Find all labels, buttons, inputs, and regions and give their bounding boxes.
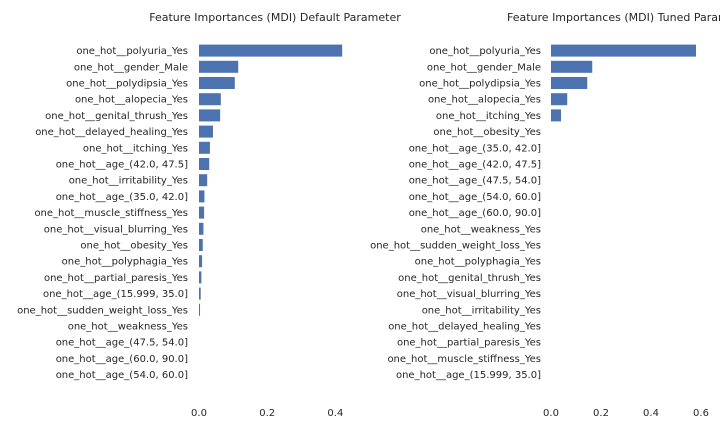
bar xyxy=(199,109,221,122)
bar xyxy=(199,158,210,170)
y-tick-label: one_hot__weakness_Yes xyxy=(421,224,541,235)
y-tick-label: one_hot__muscle_stiffness_Yes xyxy=(34,208,188,219)
y-tick-label: one_hot__age_(60.0, 90.0] xyxy=(56,354,188,365)
bar xyxy=(199,93,221,106)
x-tick-label: 0.0 xyxy=(543,408,559,419)
bar xyxy=(551,44,696,57)
bar xyxy=(551,93,568,106)
y-tick-label: one_hot__polydipsia_Yes xyxy=(419,79,541,90)
bar xyxy=(199,125,213,138)
y-tick-label: one_hot__polyuria_Yes xyxy=(429,46,541,57)
bar xyxy=(199,141,210,154)
y-tick-label: one_hot__visual_blurring_Yes xyxy=(397,289,541,300)
x-tick-label: 0.0 xyxy=(191,408,207,419)
bar xyxy=(199,255,203,268)
bar xyxy=(199,287,201,300)
y-tick-label: one_hot__genital_thrush_Yes xyxy=(398,273,541,284)
chart-title-default: Feature Importances (MDI) Default Parame… xyxy=(149,11,401,24)
bar xyxy=(199,303,201,316)
y-tick-label: one_hot__age_(15.999, 35.0] xyxy=(43,289,188,300)
bar xyxy=(199,190,205,203)
y-tick-label: one_hot__delayed_healing_Yes xyxy=(35,127,188,138)
x-tick-label: 0.6 xyxy=(693,408,709,419)
y-tick-label: one_hot__polyuria_Yes xyxy=(76,46,188,57)
y-tick-label: one_hot__weakness_Yes xyxy=(68,322,188,333)
bar xyxy=(199,44,343,57)
y-tick-label: one_hot__gender_Male xyxy=(427,62,541,73)
bar xyxy=(199,206,205,219)
y-tick-label: one_hot__alopecia_Yes xyxy=(75,95,188,106)
y-tick-label: one_hot__itching_Yes xyxy=(436,111,541,122)
y-tick-label: one_hot__age_(60.0, 90.0] xyxy=(409,208,541,219)
y-tick-label: one_hot__genital_thrush_Yes xyxy=(45,111,188,122)
y-tick-label: one_hot__delayed_healing_Yes xyxy=(388,322,541,333)
y-tick-label: one_hot__partial_paresis_Yes xyxy=(397,338,541,349)
bar xyxy=(551,60,593,73)
y-tick-label: one_hot__age_(54.0, 60.0] xyxy=(409,192,541,203)
x-tick-label: 0.2 xyxy=(593,408,609,419)
chart-panel-default: Feature Importances (MDI) Default Parame… xyxy=(17,11,401,419)
y-tick-label: one_hot__irritability_Yes xyxy=(69,176,188,187)
y-tick-label: one_hot__age_(42.0, 47.5] xyxy=(56,160,188,171)
x-tick-label: 0.2 xyxy=(259,408,275,419)
y-tick-label: one_hot__visual_blurring_Yes xyxy=(44,224,188,235)
y-tick-label: one_hot__gender_Male xyxy=(74,62,188,73)
y-tick-label: one_hot__muscle_stiffness_Yes xyxy=(387,354,541,365)
bar xyxy=(199,60,239,73)
bar xyxy=(551,77,588,89)
y-tick-label: one_hot__age_(15.999, 35.0] xyxy=(396,370,541,381)
bar xyxy=(199,271,202,284)
y-tick-label: one_hot__age_(35.0, 42.0] xyxy=(409,143,541,154)
y-tick-label: one_hot__age_(47.5, 54.0] xyxy=(56,338,188,349)
chart-title-tuned: Feature Importances (MDI) Tuned Parar xyxy=(507,11,720,24)
y-tick-label: one_hot__obesity_Yes xyxy=(433,127,541,138)
x-tick-label: 0.4 xyxy=(327,408,343,419)
x-tick-label: 0.4 xyxy=(643,408,659,419)
bar xyxy=(199,174,208,187)
y-tick-label: one_hot__age_(47.5, 54.0] xyxy=(409,176,541,187)
y-tick-label: one_hot__polyphagia_Yes xyxy=(415,257,541,268)
bar xyxy=(199,239,203,251)
bar xyxy=(199,77,235,89)
y-tick-label: one_hot__polyphagia_Yes xyxy=(62,257,188,268)
y-tick-label: one_hot__age_(35.0, 42.0] xyxy=(56,192,188,203)
y-tick-label: one_hot__partial_paresis_Yes xyxy=(44,273,188,284)
chart-panel-tuned: Feature Importances (MDI) Tuned Parar on… xyxy=(370,11,720,419)
y-tick-label: one_hot__sudden_weight_loss_Yes xyxy=(17,305,188,316)
y-tick-label: one_hot__polydipsia_Yes xyxy=(66,79,188,90)
y-tick-label: one_hot__sudden_weight_loss_Yes xyxy=(370,241,541,252)
y-tick-label: one_hot__age_(42.0, 47.5] xyxy=(409,160,541,171)
y-tick-label: one_hot__age_(54.0, 60.0] xyxy=(56,370,188,381)
bar xyxy=(199,222,204,235)
y-tick-label: one_hot__irritability_Yes xyxy=(422,305,541,316)
y-tick-label: one_hot__alopecia_Yes xyxy=(428,95,541,106)
y-tick-label: one_hot__obesity_Yes xyxy=(80,241,188,252)
bar xyxy=(551,109,561,122)
y-tick-label: one_hot__itching_Yes xyxy=(83,143,188,154)
